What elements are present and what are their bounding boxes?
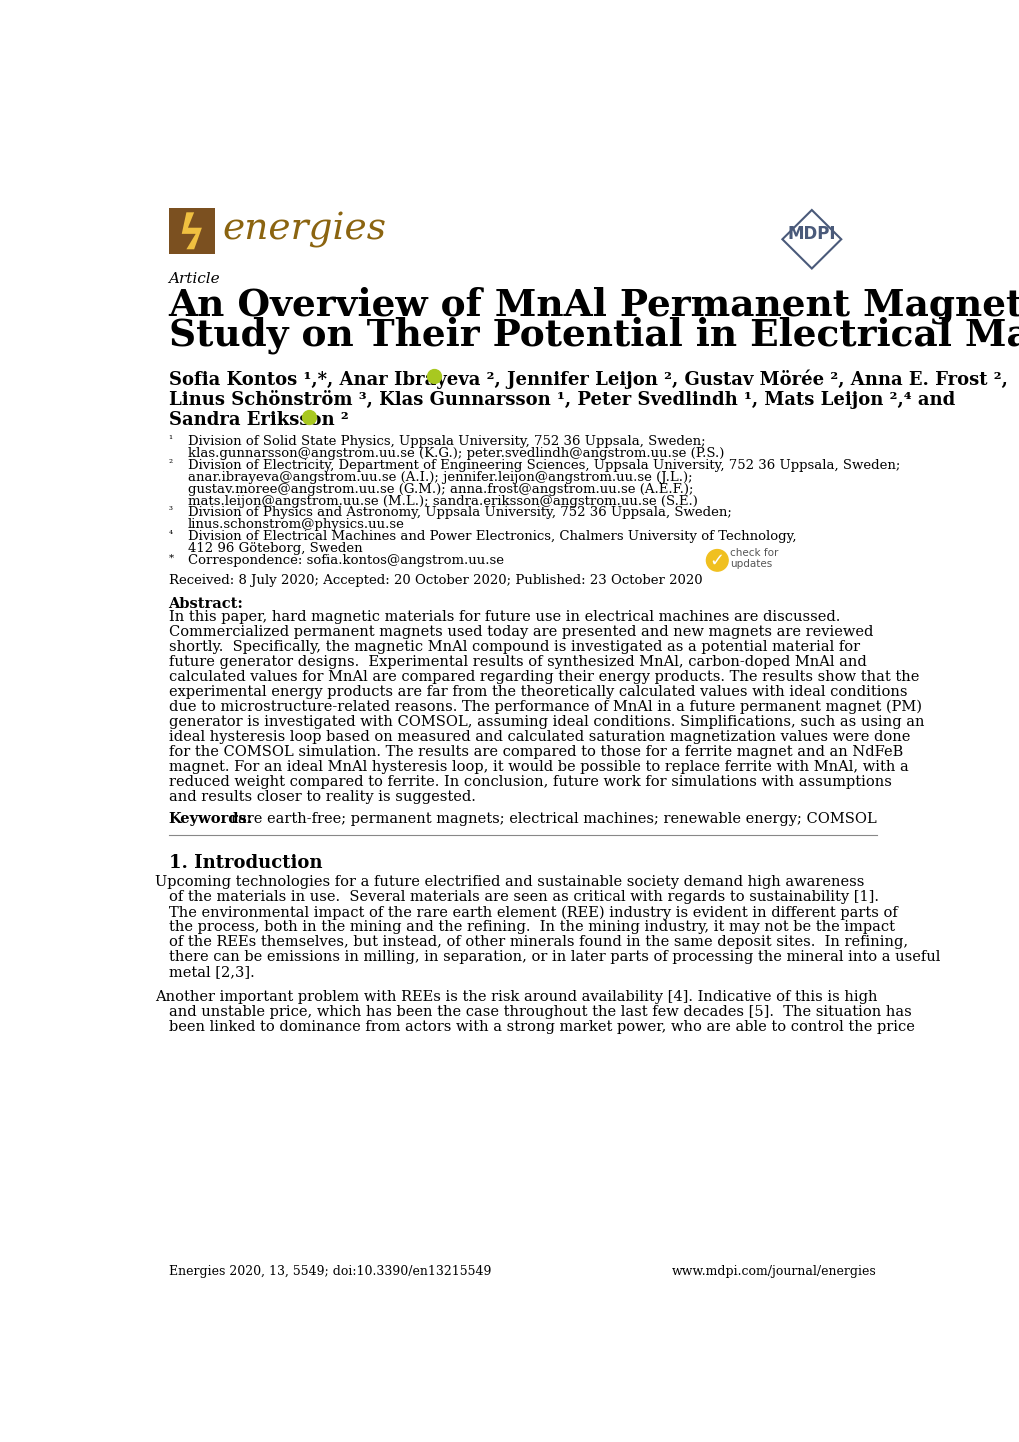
Text: Correspondence: sofia.kontos@angstrom.uu.se: Correspondence: sofia.kontos@angstrom.uu…	[187, 554, 503, 567]
Text: 412 96 Göteborg, Sweden: 412 96 Göteborg, Sweden	[187, 542, 362, 555]
Text: experimental energy products are far from the theoretically calculated values wi: experimental energy products are far fro…	[168, 685, 906, 699]
Text: of the materials in use.  Several materials are seen as critical with regards to: of the materials in use. Several materia…	[168, 890, 877, 904]
Text: In this paper, hard magnetic materials for future use in electrical machines are: In this paper, hard magnetic materials f…	[168, 610, 839, 623]
Text: for the COMSOL simulation. The results are compared to those for a ferrite magne: for the COMSOL simulation. The results a…	[168, 744, 902, 758]
Text: reduced weight compared to ferrite. In conclusion, future work for simulations w: reduced weight compared to ferrite. In c…	[168, 774, 891, 789]
Text: Abstract:: Abstract:	[168, 597, 244, 610]
Text: and unstable price, which has been the case throughout the last few decades [5].: and unstable price, which has been the c…	[168, 1005, 910, 1018]
Text: of the REEs themselves, but instead, of other minerals found in the same deposit: of the REEs themselves, but instead, of …	[168, 936, 907, 949]
Text: ³: ³	[168, 506, 172, 515]
Text: Upcoming technologies for a future electrified and sustainable society demand hi: Upcoming technologies for a future elect…	[155, 875, 863, 890]
Text: due to microstructure-related reasons. The performance of MnAl in a future perma: due to microstructure-related reasons. T…	[168, 699, 921, 714]
Text: An Overview of MnAl Permanent Magnets with a: An Overview of MnAl Permanent Magnets wi…	[168, 287, 1019, 324]
Text: Energies 2020, 13, 5549; doi:10.3390/en13215549: Energies 2020, 13, 5549; doi:10.3390/en1…	[168, 1265, 490, 1278]
Text: shortly.  Specifically, the magnetic MnAl compound is investigated as a potentia: shortly. Specifically, the magnetic MnAl…	[168, 640, 859, 653]
Text: there can be emissions in milling, in separation, or in later parts of processin: there can be emissions in milling, in se…	[168, 950, 940, 965]
Text: Received: 8 July 2020; Accepted: 20 October 2020; Published: 23 October 2020: Received: 8 July 2020; Accepted: 20 Octo…	[168, 574, 701, 587]
Text: Division of Electrical Machines and Power Electronics, Chalmers University of Te: Division of Electrical Machines and Powe…	[187, 531, 796, 544]
Text: ²: ²	[168, 459, 172, 467]
Text: Article: Article	[168, 271, 220, 286]
Text: calculated values for MnAl are compared regarding their energy products. The res: calculated values for MnAl are compared …	[168, 669, 918, 684]
Text: check for: check for	[730, 548, 779, 558]
Text: Study on Their Potential in Electrical Machines: Study on Their Potential in Electrical M…	[168, 316, 1019, 353]
Text: future generator designs.  Experimental results of synthesized MnAl, carbon-dope: future generator designs. Experimental r…	[168, 655, 865, 669]
Text: updates: updates	[730, 559, 772, 570]
Text: generator is investigated with COMSOL, assuming ideal conditions. Simplification: generator is investigated with COMSOL, a…	[168, 715, 923, 728]
Text: Division of Physics and Astronomy, Uppsala University, 752 36 Uppsala, Sweden;: Division of Physics and Astronomy, Uppsa…	[187, 506, 731, 519]
Text: ✓: ✓	[709, 551, 725, 570]
Text: rare earth-free; permanent magnets; electrical machines; renewable energy; COMSO: rare earth-free; permanent magnets; elec…	[231, 812, 876, 826]
Polygon shape	[181, 212, 202, 249]
Text: metal [2,3].: metal [2,3].	[168, 965, 254, 979]
Text: ideal hysteresis loop based on measured and calculated saturation magnetization : ideal hysteresis loop based on measured …	[168, 730, 909, 744]
Text: Commercialized permanent magnets used today are presented and new magnets are re: Commercialized permanent magnets used to…	[168, 624, 872, 639]
Text: MDPI: MDPI	[787, 225, 836, 242]
Text: klas.gunnarsson@angstrom.uu.se (K.G.); peter.svedlindh@angstrom.uu.se (P.S.): klas.gunnarsson@angstrom.uu.se (K.G.); p…	[187, 447, 723, 460]
Text: Another important problem with REEs is the risk around availability [4]. Indicat: Another important problem with REEs is t…	[155, 989, 876, 1004]
Text: Division of Electricity, Department of Engineering Sciences, Uppsala University,: Division of Electricity, Department of E…	[187, 459, 900, 472]
Text: The environmental impact of the rare earth element (REE) industry is evident in : The environmental impact of the rare ear…	[168, 906, 897, 920]
Text: ¹: ¹	[168, 435, 172, 444]
Text: www.mdpi.com/journal/energies: www.mdpi.com/journal/energies	[672, 1265, 876, 1278]
Text: magnet. For an ideal MnAl hysteresis loop, it would be possible to replace ferri: magnet. For an ideal MnAl hysteresis loo…	[168, 760, 908, 774]
Text: 1. Introduction: 1. Introduction	[168, 855, 322, 872]
Text: and results closer to reality is suggested.: and results closer to reality is suggest…	[168, 790, 475, 803]
Text: the process, both in the mining and the refining.  In the mining industry, it ma: the process, both in the mining and the …	[168, 920, 894, 934]
FancyBboxPatch shape	[168, 208, 215, 254]
Text: anar.ibrayeva@angstrom.uu.se (A.I.); jennifer.leijon@angstrom.uu.se (J.L.);: anar.ibrayeva@angstrom.uu.se (A.I.); jen…	[187, 470, 692, 483]
Text: Linus Schönström ³, Klas Gunnarsson ¹, Peter Svedlindh ¹, Mats Leijon ²,⁴ and: Linus Schönström ³, Klas Gunnarsson ¹, P…	[168, 391, 954, 410]
Text: gustav.moree@angstrom.uu.se (G.M.); anna.frost@angstrom.uu.se (A.E.F.);: gustav.moree@angstrom.uu.se (G.M.); anna…	[187, 483, 693, 496]
Text: linus.schonstrom@physics.uu.se: linus.schonstrom@physics.uu.se	[187, 518, 405, 532]
Text: energies: energies	[222, 212, 385, 248]
Text: been linked to dominance from actors with a strong market power, who are able to: been linked to dominance from actors wit…	[168, 1019, 914, 1034]
Text: Keywords:: Keywords:	[168, 812, 253, 826]
Text: Sandra Eriksson ²: Sandra Eriksson ²	[168, 411, 347, 428]
Text: Division of Solid State Physics, Uppsala University, 752 36 Uppsala, Sweden;: Division of Solid State Physics, Uppsala…	[187, 435, 705, 448]
Text: *: *	[168, 554, 173, 564]
Text: mats.leijon@angstrom.uu.se (M.L.); sandra.eriksson@angstrom.uu.se (S.E.): mats.leijon@angstrom.uu.se (M.L.); sandr…	[187, 495, 697, 508]
Text: ⁴: ⁴	[168, 531, 172, 539]
Text: Sofia Kontos ¹,*, Anar Ibrayeva ², Jennifer Leijon ², Gustav Mörée ², Anna E. Fr: Sofia Kontos ¹,*, Anar Ibrayeva ², Jenni…	[168, 369, 1007, 389]
Circle shape	[706, 549, 728, 571]
